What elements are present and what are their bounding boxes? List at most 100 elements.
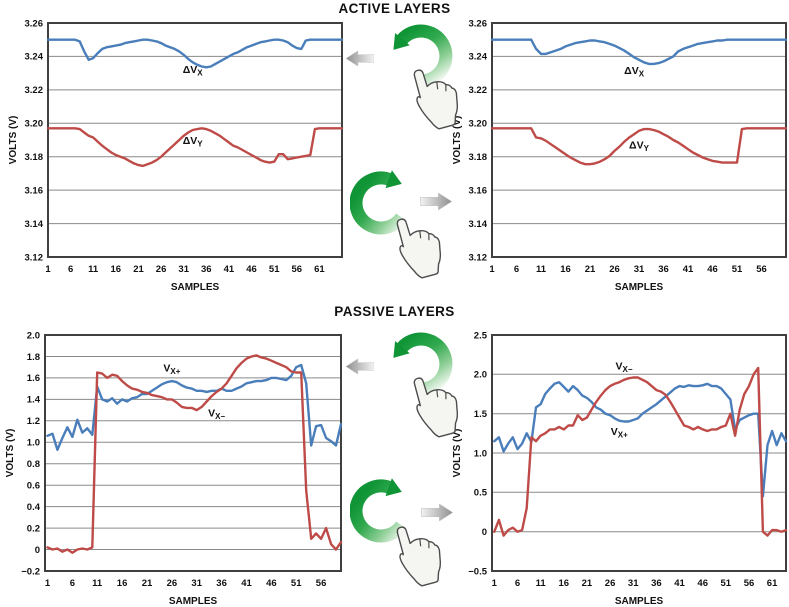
y-tick-label: 3.18 <box>469 152 488 163</box>
plot-border <box>44 334 342 572</box>
x-tick-label: 11 <box>536 578 547 589</box>
x-tick-label: 31 <box>634 264 645 275</box>
y-tick-label: 2.5 <box>474 330 488 341</box>
x-tick-label: 51 <box>291 578 302 589</box>
y-tick-label: 2.0 <box>474 370 487 381</box>
y-tick-label: 3.20 <box>469 119 488 130</box>
arrow-right-icon <box>420 192 452 211</box>
y-tick-label: 3.24 <box>469 52 488 63</box>
series-line <box>46 354 343 555</box>
plot-border <box>491 22 787 258</box>
chart-svg: 3.263.243.223.203.183.163.143.121 6 11 16 21… <box>452 18 788 293</box>
chart-svg: 2.52.01.51.00.50−0.51 6 11 16 21 26 31 36 41 46 51… <box>452 330 788 607</box>
x-tick-label: 46 <box>697 578 708 589</box>
y-axis-title: VOLTS (V) <box>8 116 19 165</box>
plot-border <box>47 22 343 258</box>
series-line <box>46 127 344 168</box>
x-tick-label: 46 <box>707 264 718 275</box>
x-tick-label: 11 <box>92 578 103 589</box>
y-tick-label: 3.16 <box>25 185 44 196</box>
x-tick-label: 36 <box>658 264 669 275</box>
x-tick-label: 61 <box>767 578 778 589</box>
x-tick-label: 41 <box>241 578 252 589</box>
y-tick-label: 1.6 <box>27 373 40 384</box>
plot-border <box>491 334 787 572</box>
y-tick-label: 3.14 <box>25 219 44 230</box>
y-tick-label: 0 <box>35 545 40 556</box>
chart-passive-right: 2.5 2.0 1.5 1.0 0.5 0 −0.5 1 6 11 16 21 26 31 36 41 46 51… <box>450 329 788 607</box>
y-tick-label: 0.8 <box>27 459 40 470</box>
x-tick-label: 16 <box>111 264 122 275</box>
x-axis-title: SAMPLES <box>615 282 664 293</box>
x-tick-label: 26 <box>605 578 616 589</box>
y-tick-label: 3.22 <box>469 85 488 96</box>
x-tick-label: 6 <box>70 578 75 589</box>
y-tick-label: −0.2 <box>21 566 40 577</box>
x-axis-title: SAMPLES <box>169 596 218 607</box>
x-tick-label: 1 <box>492 578 498 589</box>
x-tick-label: 16 <box>560 264 571 275</box>
rotate-counterclockwise-icon <box>393 332 460 442</box>
y-tick-label: 3.20 <box>25 119 44 130</box>
pointing-hand-icon <box>391 210 448 282</box>
x-tick-label: 56 <box>756 264 767 275</box>
x-tick-label: 31 <box>628 578 639 589</box>
x-tick-label: 61 <box>314 264 325 275</box>
x-tick-label: 21 <box>133 264 144 275</box>
rotate-clockwise-icon <box>350 478 448 590</box>
x-axis-title: SAMPLES <box>615 596 664 607</box>
chart-active-left: 3.26 3.24 3.22 3.20 3.18 3.16 3.14 3.12 1 6 11 16 21… <box>6 17 344 299</box>
y-tick-label: 3.24 <box>25 52 44 63</box>
x-tick-label: 51 <box>721 578 732 589</box>
pointing-hand-icon <box>391 518 448 590</box>
x-tick-label: 56 <box>316 578 327 589</box>
x-tick-label: 41 <box>674 578 685 589</box>
x-tick-label: 36 <box>201 264 212 275</box>
y-tick-label: 1.0 <box>27 438 40 449</box>
x-tick-label: 31 <box>178 264 189 275</box>
series-line <box>46 38 344 69</box>
x-tick-label: 11 <box>536 264 547 275</box>
x-tick-label: 41 <box>683 264 694 275</box>
curve-label: VX− <box>208 408 225 422</box>
x-tick-label: 51 <box>732 264 743 275</box>
x-tick-label: 21 <box>142 578 153 589</box>
y-axis-title: VOLTS (V) <box>5 429 16 478</box>
y-tick-label: 1.4 <box>27 395 41 406</box>
x-tick-label: 36 <box>216 578 227 589</box>
y-tick-label: 1.8 <box>27 352 40 363</box>
curve-label: VX+ <box>611 426 628 440</box>
y-tick-label: 0.5 <box>474 488 488 499</box>
y-tick-label: 3.16 <box>469 185 488 196</box>
x-tick-label: 1 <box>45 578 51 589</box>
y-tick-label: 0.6 <box>27 481 40 492</box>
x-axis-title: SAMPLES <box>171 282 220 293</box>
x-tick-label: 36 <box>651 578 662 589</box>
curve-label: ΔVY <box>629 139 650 153</box>
y-tick-label: 0 <box>482 527 487 538</box>
x-tick-label: 6 <box>515 578 520 589</box>
rotate-counterclockwise-icon <box>393 24 460 134</box>
x-tick-label: 11 <box>88 264 99 275</box>
y-tick-label: 1.2 <box>27 416 40 427</box>
x-tick-label: 26 <box>156 264 167 275</box>
arrow-left-icon <box>346 50 374 67</box>
y-tick-label: 0.2 <box>27 523 40 534</box>
y-tick-label: 3.22 <box>25 85 44 96</box>
y-tick-label: 3.18 <box>25 152 44 163</box>
y-tick-label: 1.5 <box>474 409 488 420</box>
curve-label: VX+ <box>163 363 180 377</box>
x-tick-label: 1 <box>489 264 495 275</box>
series-line <box>490 38 788 66</box>
x-tick-label: 21 <box>585 264 596 275</box>
x-tick-label: 16 <box>117 578 128 589</box>
y-tick-label: 3.26 <box>25 18 44 29</box>
rotate-clockwise-icon <box>350 170 448 282</box>
x-tick-label: 51 <box>269 264 280 275</box>
y-tick-label: −0.5 <box>468 566 487 577</box>
arrow-left-icon <box>346 358 374 375</box>
x-tick-label: 16 <box>559 578 570 589</box>
y-axis-title: VOLTS (V) <box>452 429 463 478</box>
y-tick-label: 2.0 <box>27 330 40 341</box>
y-tick-label: 0.4 <box>27 502 41 513</box>
